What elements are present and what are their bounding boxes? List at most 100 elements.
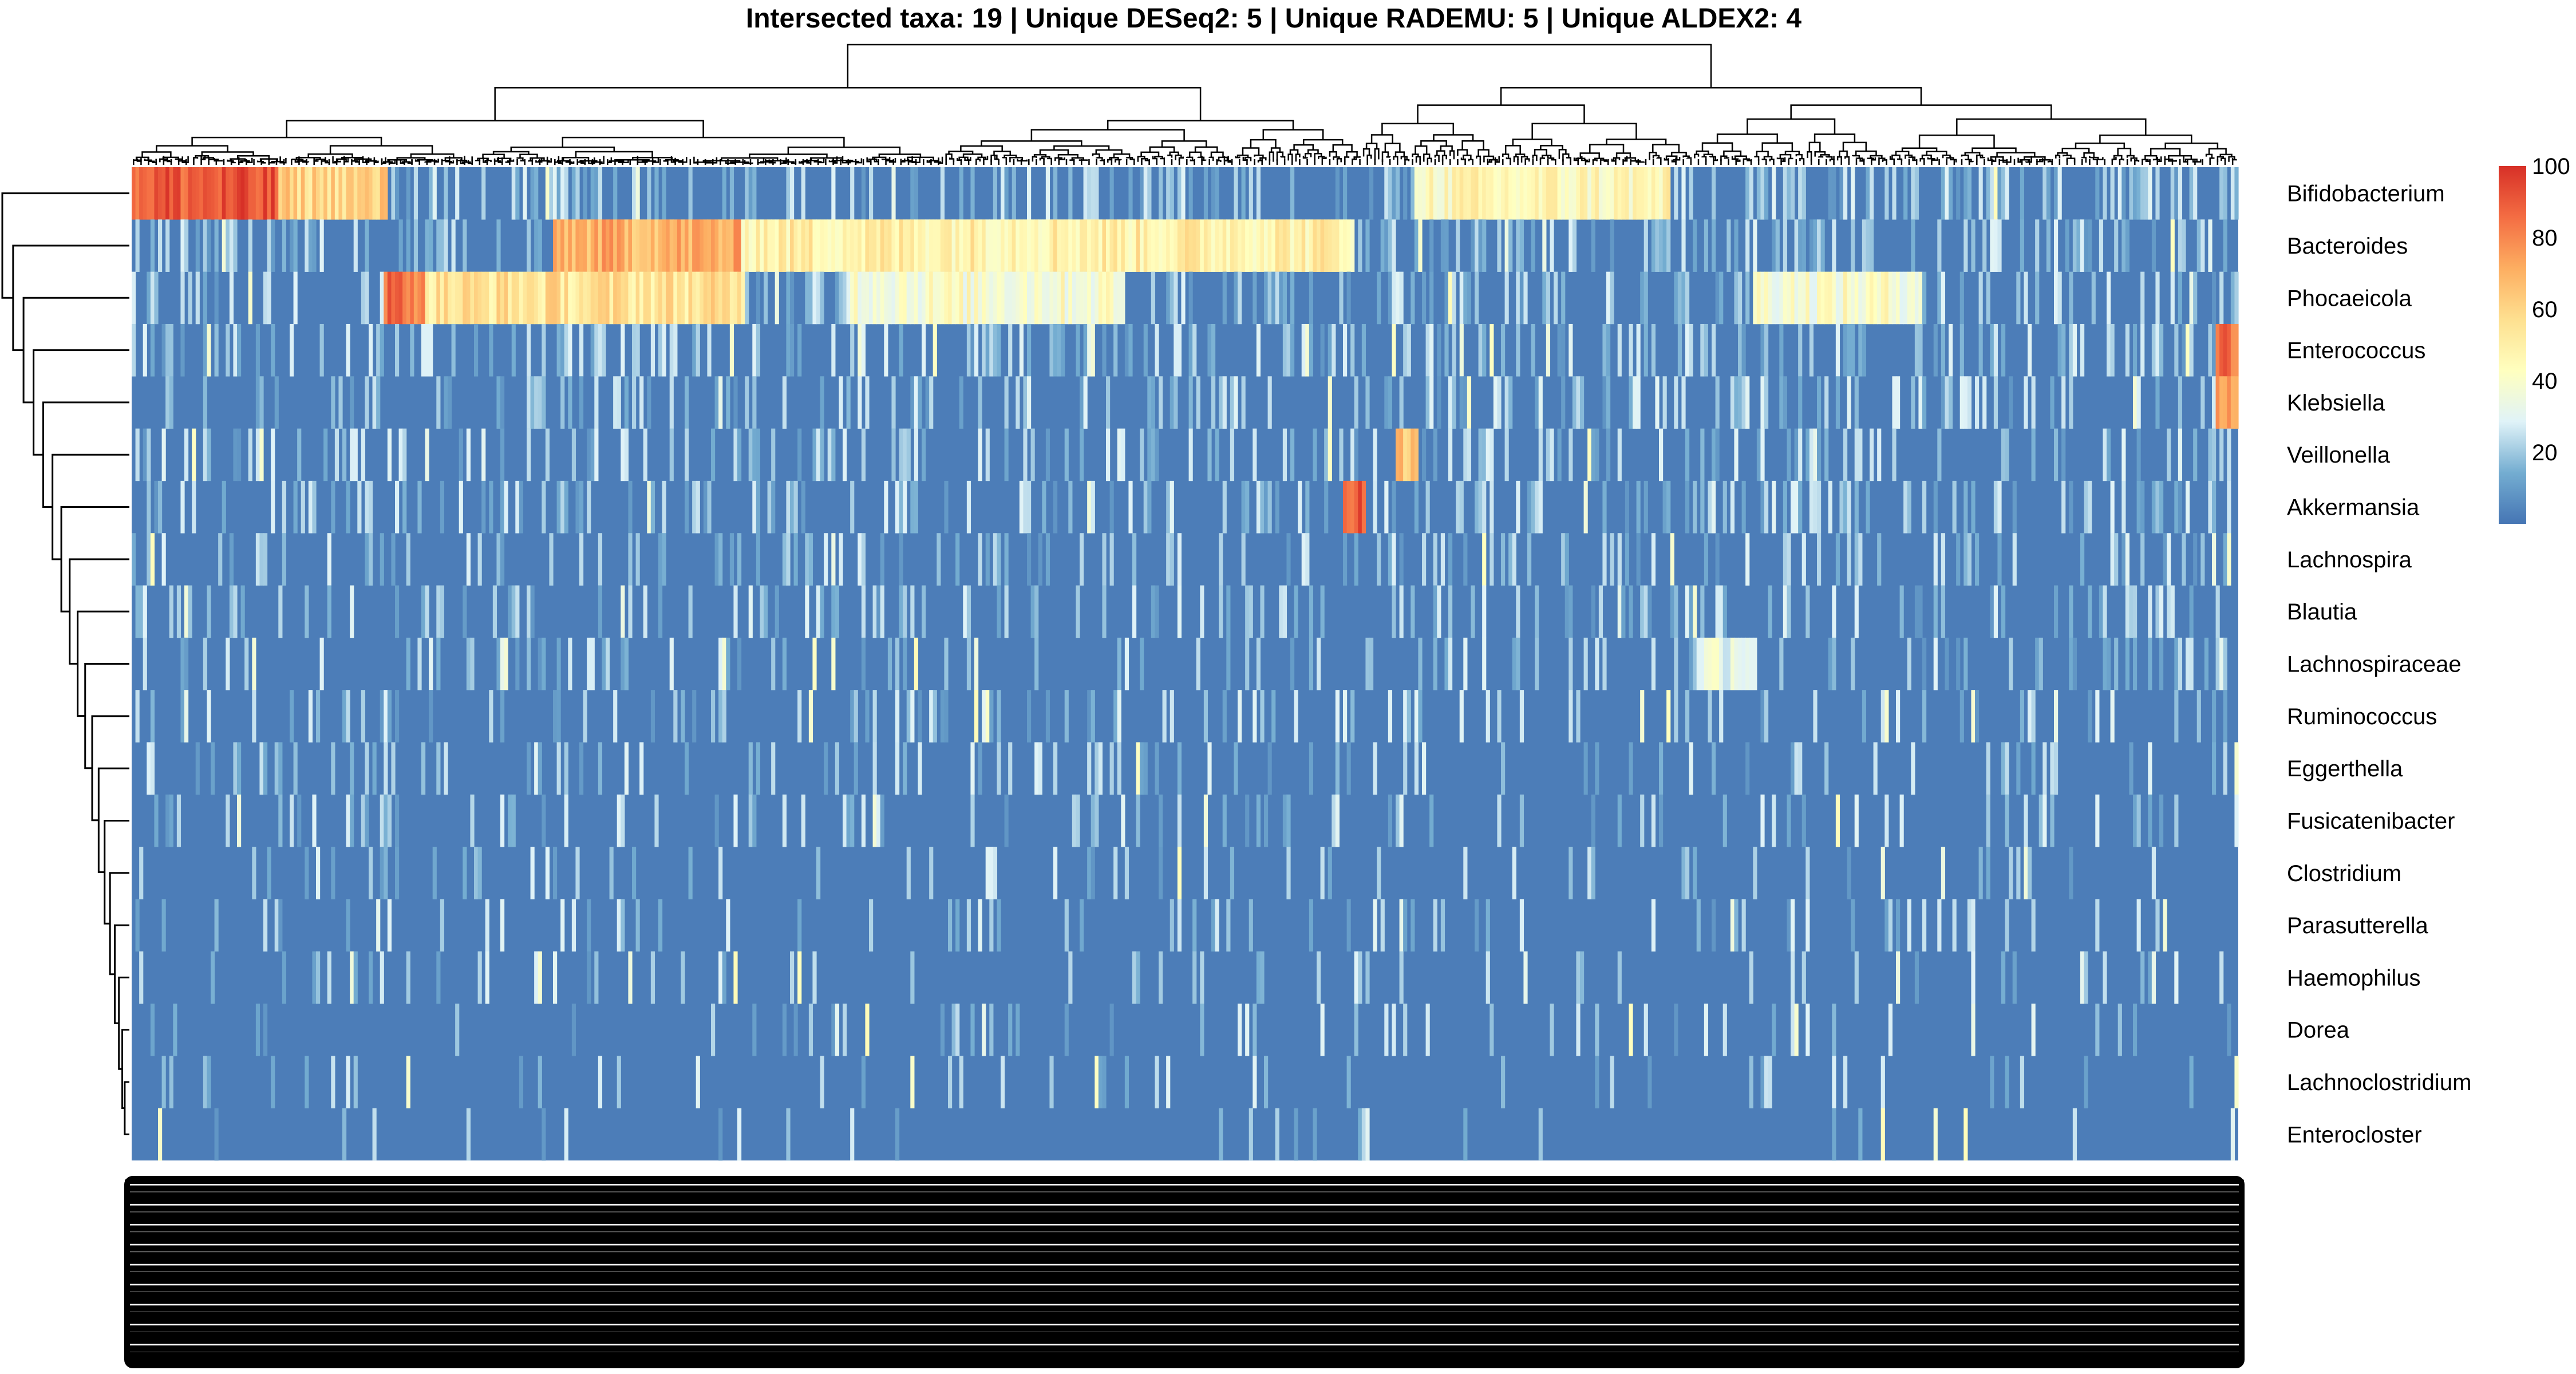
heatmap-cell bbox=[1820, 219, 1825, 272]
heatmap-cell bbox=[1072, 219, 1077, 272]
heatmap-cell bbox=[707, 271, 712, 325]
heatmap-cell bbox=[542, 323, 546, 377]
heatmap-cell bbox=[1880, 1056, 1885, 1108]
heatmap-cell bbox=[1102, 585, 1107, 638]
heatmap-cell bbox=[1181, 167, 1186, 220]
heatmap-cell bbox=[846, 376, 851, 429]
heatmap-cell bbox=[2136, 480, 2141, 534]
heatmap-cell bbox=[1959, 376, 1964, 429]
heatmap-cell bbox=[1651, 323, 1656, 377]
heatmap-cell bbox=[568, 271, 572, 325]
heatmap-cell bbox=[1147, 480, 1152, 534]
heatmap-cell bbox=[1715, 533, 1720, 586]
heatmap-cell bbox=[2136, 794, 2141, 847]
heatmap-cell bbox=[812, 428, 817, 481]
heatmap-cell bbox=[534, 742, 539, 795]
heatmap-cell bbox=[1305, 533, 1310, 586]
heatmap-cell bbox=[662, 167, 666, 220]
heatmap-cell bbox=[1177, 742, 1182, 795]
heatmap-cell bbox=[1136, 742, 1140, 795]
heatmap-cell bbox=[887, 637, 892, 690]
heatmap-cell bbox=[1772, 167, 1776, 220]
heatmap-cell bbox=[1422, 428, 1427, 481]
heatmap-cell bbox=[1918, 323, 1923, 377]
column-dendrogram-branch bbox=[2150, 148, 2181, 156]
column-dendrogram-branch bbox=[1579, 152, 1600, 159]
heatmap-cell bbox=[2001, 428, 2006, 481]
heatmap-cell bbox=[1693, 219, 1697, 272]
heatmap-cell bbox=[1106, 219, 1111, 272]
heatmap-cell bbox=[2212, 271, 2217, 325]
heatmap-cell bbox=[527, 742, 531, 795]
heatmap-cell bbox=[940, 167, 945, 220]
heatmap-cell bbox=[726, 219, 730, 272]
heatmap-cell bbox=[1057, 219, 1061, 272]
heatmap-cell bbox=[985, 428, 990, 481]
heatmap-cell bbox=[1798, 219, 1803, 272]
heatmap-cell bbox=[1719, 271, 1724, 325]
heatmap-cell bbox=[474, 323, 479, 377]
heatmap-cell bbox=[2182, 533, 2186, 586]
heatmap-cell bbox=[1437, 323, 1441, 377]
heatmap-cell bbox=[1817, 271, 1822, 325]
heatmap-cell bbox=[1354, 533, 1358, 586]
heatmap-cell bbox=[1200, 951, 1204, 1004]
heatmap-cell bbox=[1801, 951, 1806, 1004]
heatmap-row-enterocloster bbox=[158, 1108, 2235, 1161]
heatmap-cell bbox=[899, 219, 903, 272]
heatmap-cell bbox=[203, 637, 208, 690]
heatmap-cell bbox=[271, 480, 275, 534]
heatmap-cell bbox=[184, 637, 189, 690]
heatmap-cell bbox=[756, 323, 761, 377]
heatmap-cell bbox=[1188, 219, 1193, 272]
heatmap-cell bbox=[1467, 376, 1472, 429]
heatmap-cell bbox=[2110, 323, 2115, 377]
heatmap-cell bbox=[1482, 533, 1487, 586]
heatmap-cell bbox=[959, 219, 963, 272]
heatmap-cell bbox=[978, 376, 982, 429]
heatmap-cell bbox=[1113, 271, 1118, 325]
heatmap-cell bbox=[549, 271, 554, 325]
heatmap-cell bbox=[1768, 585, 1772, 638]
column-dendrogram-branch bbox=[494, 86, 1202, 121]
heatmap-cell bbox=[1429, 167, 1434, 220]
heatmap-cell bbox=[466, 271, 471, 325]
heatmap-cell bbox=[1843, 167, 1848, 220]
heatmap-cell bbox=[1429, 271, 1434, 325]
heatmap-cell bbox=[323, 167, 328, 220]
heatmap-cell bbox=[831, 585, 836, 638]
heatmap-cell bbox=[1343, 219, 1348, 272]
heatmap-cell bbox=[786, 219, 791, 272]
heatmap-cell bbox=[1640, 794, 1645, 847]
heatmap-cell bbox=[1256, 637, 1261, 690]
heatmap-cell bbox=[1689, 167, 1693, 220]
column-dendrogram-branch bbox=[1534, 149, 1547, 156]
heatmap-cell bbox=[1332, 794, 1336, 847]
heatmap-cell bbox=[1963, 167, 1968, 220]
heatmap-cell bbox=[590, 219, 595, 272]
heatmap-cell bbox=[1452, 271, 1456, 325]
heatmap-cell bbox=[538, 271, 542, 325]
heatmap-cell bbox=[1783, 219, 1788, 272]
heatmap-cell bbox=[158, 167, 163, 220]
heatmap-cell bbox=[1933, 323, 1938, 377]
heatmap-cell bbox=[2208, 219, 2212, 272]
heatmap-cell bbox=[1490, 533, 1494, 586]
heatmap-cell bbox=[1734, 899, 1739, 952]
heatmap-cell bbox=[180, 637, 185, 690]
heatmap-cell bbox=[1877, 533, 1882, 586]
heatmap-cell bbox=[733, 585, 738, 638]
heatmap-cell bbox=[714, 376, 719, 429]
heatmap-cell bbox=[606, 637, 610, 690]
heatmap-cell bbox=[1177, 219, 1182, 272]
heatmap-cell bbox=[1760, 794, 1765, 847]
heatmap-cell bbox=[812, 271, 817, 325]
heatmap-cell bbox=[2215, 323, 2220, 377]
heatmap-cell bbox=[1282, 585, 1287, 638]
heatmap-cell bbox=[827, 219, 832, 272]
heatmap-cell bbox=[1854, 585, 1859, 638]
heatmap-cell bbox=[387, 271, 392, 325]
heatmap-cell bbox=[1775, 219, 1780, 272]
heatmap-cell bbox=[1267, 376, 1272, 429]
heatmap-cell bbox=[1508, 376, 1513, 429]
